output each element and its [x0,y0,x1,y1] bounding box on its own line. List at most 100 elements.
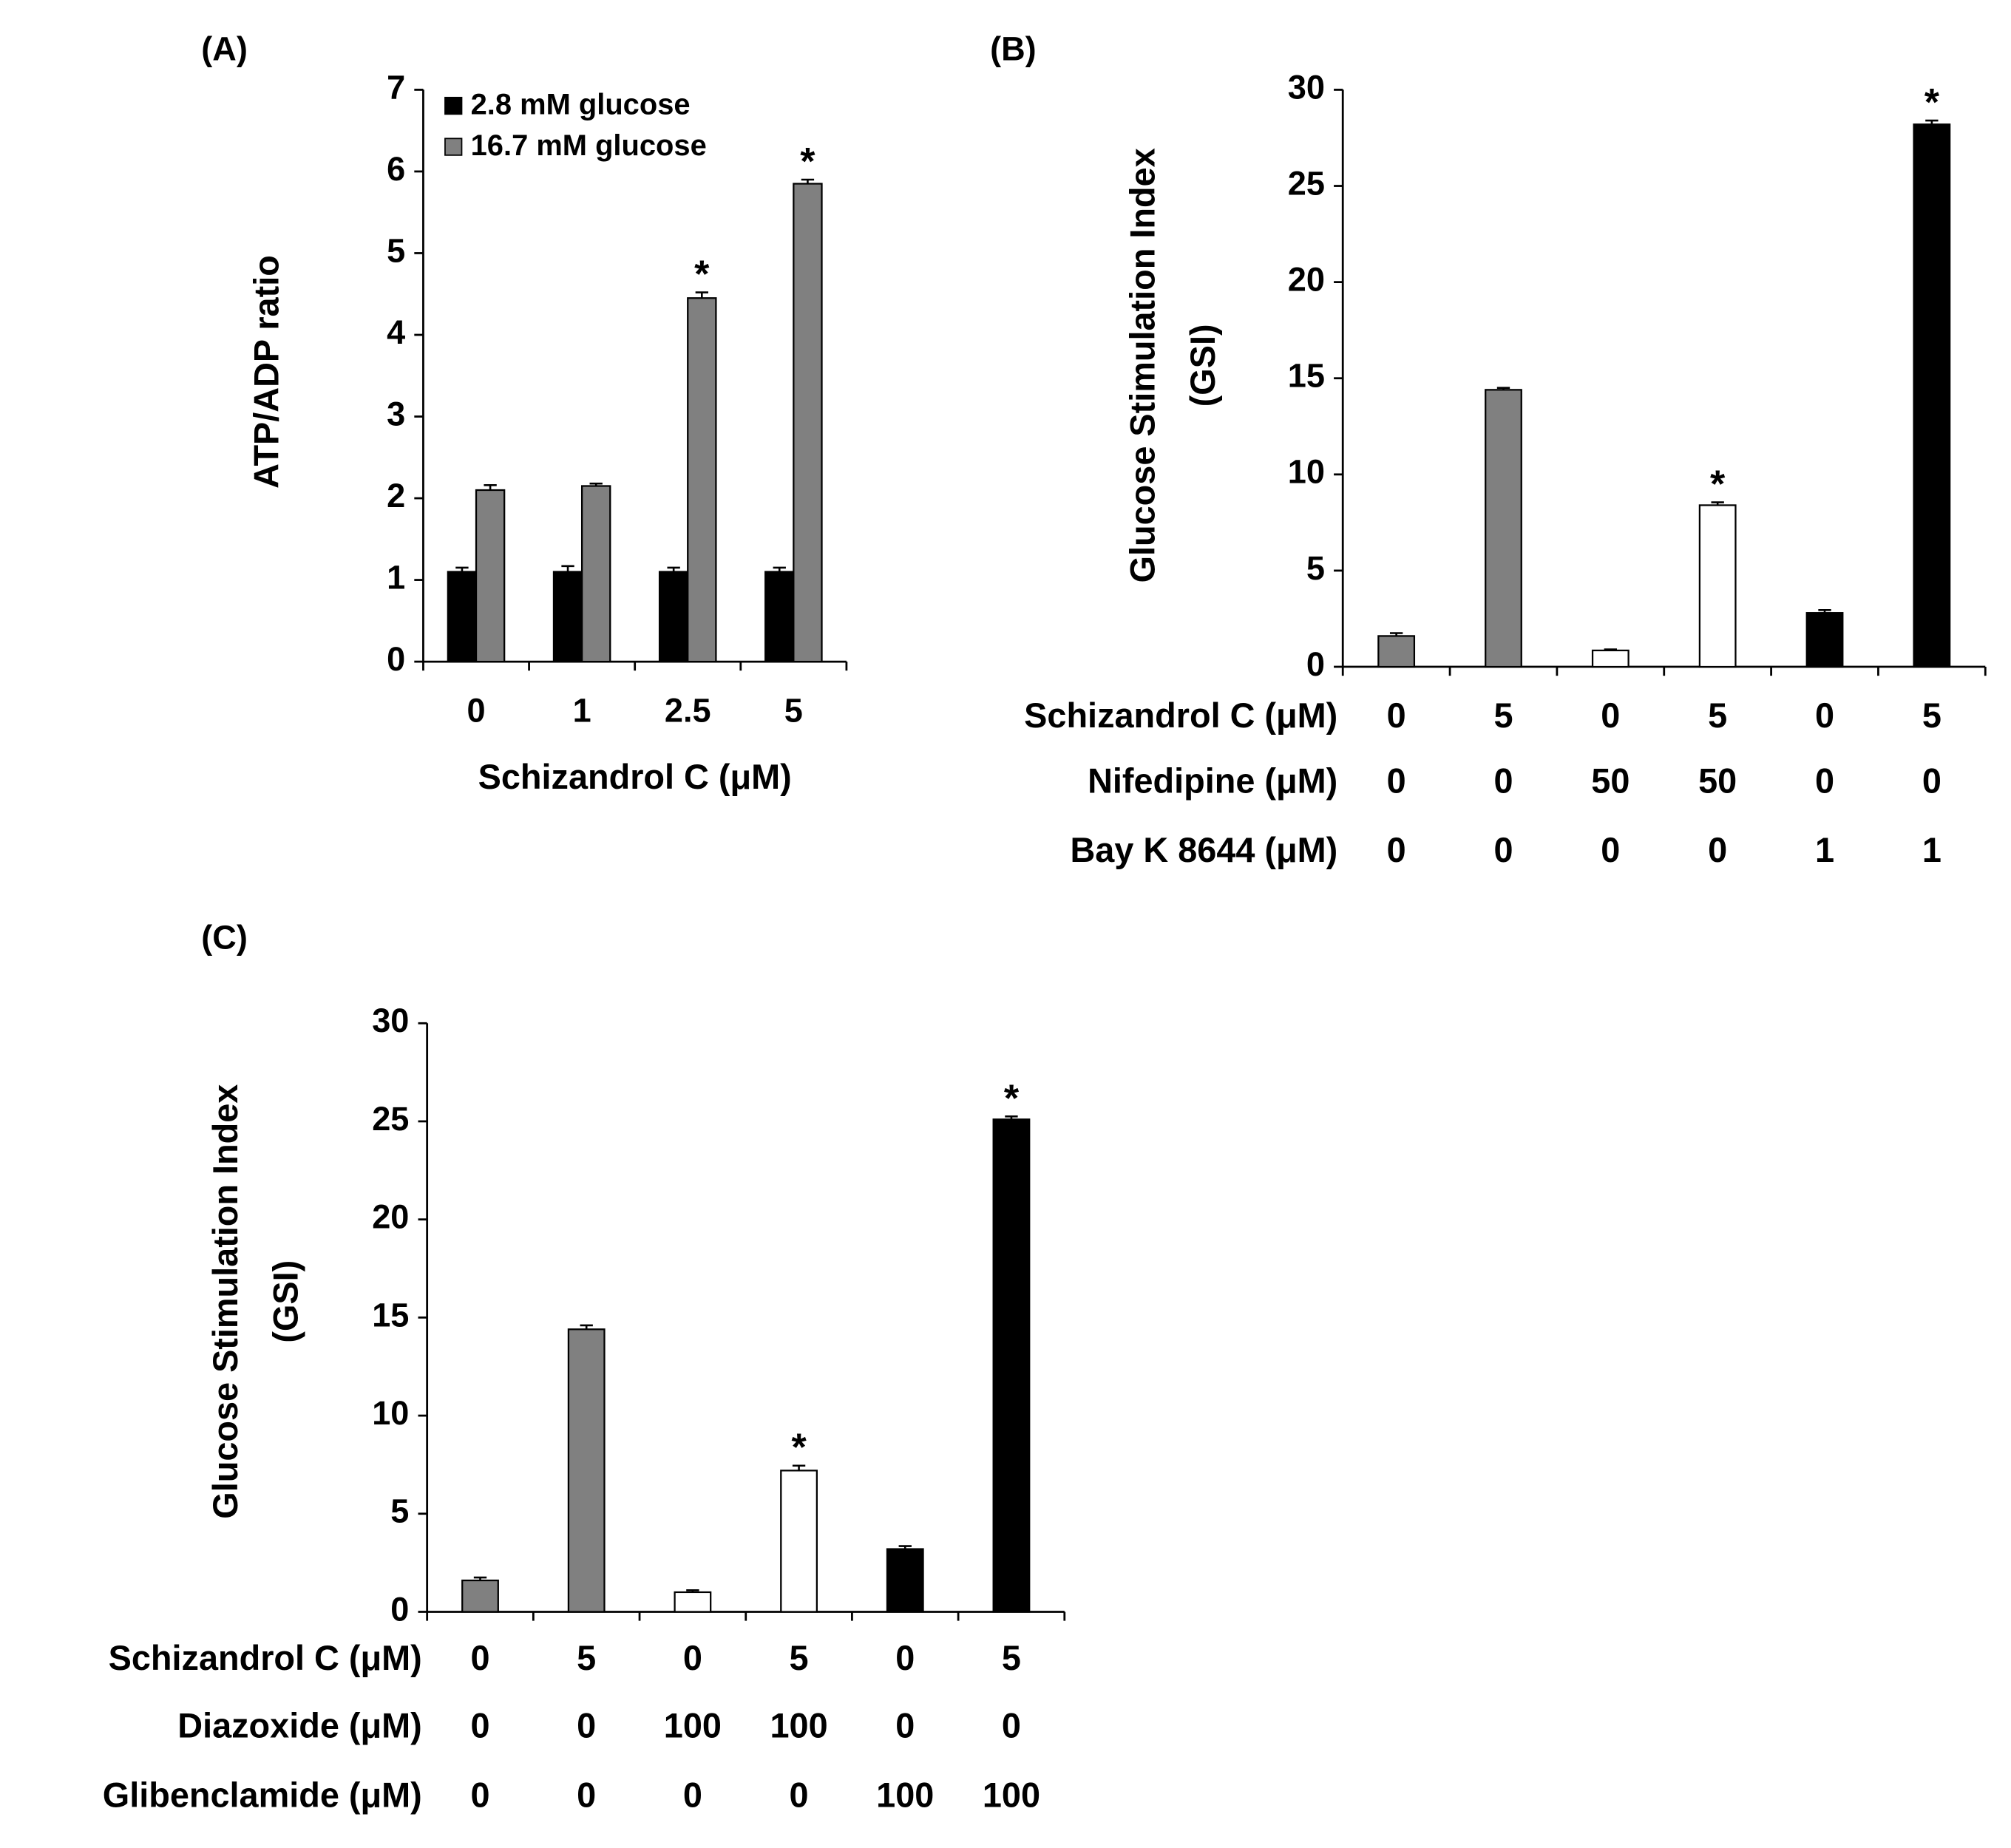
condition-value: 0 [1815,761,1834,800]
panel-label: (B) [990,30,1037,67]
error-bar [1711,501,1724,506]
y-tick-label: 10 [1288,453,1325,491]
condition-label: Schizandrol C (μM) [1024,696,1337,735]
error-bar [686,1589,699,1592]
y-tick-label: 25 [1288,164,1325,202]
y-axis-label: Glucose Stimulation Index [1123,148,1162,582]
error-bar [561,565,574,572]
bar [1698,504,1737,668]
condition-value: 5 [1493,696,1513,735]
bar [552,571,583,663]
condition-value: 100 [983,1776,1040,1814]
condition-label: Glibenclamide (μM) [103,1776,422,1814]
condition-label: Diazoxide (μM) [177,1707,421,1745]
condition-value: 0 [1387,761,1406,800]
error-bar [1818,608,1831,614]
significance-marker: * [1710,463,1726,506]
x-tick-label: 2.5 [665,691,711,729]
y-tick-label: 25 [372,1100,409,1138]
condition-value: 0 [790,1776,809,1814]
bar [447,571,478,663]
error-bar [580,1324,593,1330]
y-tick-label: 1 [387,558,405,596]
significance-marker: * [1004,1077,1020,1120]
error-bar [473,1576,487,1581]
error-bar [589,482,603,486]
condition-value: 5 [790,1639,809,1677]
significance-marker: * [694,253,710,296]
y-axis-label: (GSI) [267,1260,305,1343]
condition-value: 5 [1922,696,1942,735]
condition-value: 0 [1493,761,1513,800]
condition-value: 0 [470,1776,489,1814]
bar [687,297,717,663]
bar [886,1548,924,1613]
condition-value: 1 [1815,831,1834,869]
y-tick-label: 30 [372,1002,409,1039]
x-axis-label: Schizandrol C (μM) [478,758,792,796]
y-axis-label: (GSI) [1184,324,1222,407]
bar [1805,612,1844,668]
y-tick-label: 0 [1306,645,1325,683]
error-bar [1005,1115,1018,1120]
error-bar [1389,632,1403,636]
bar [475,489,506,663]
y-tick-label: 7 [387,68,405,106]
x-tick-label: 1 [573,691,591,729]
y-tick-label: 15 [372,1296,409,1334]
error-bar [1925,119,1939,125]
condition-value: 50 [1591,761,1630,800]
condition-value: 0 [1387,696,1406,735]
bar [461,1579,499,1613]
condition-value: 5 [577,1639,596,1677]
y-axis-label: Glucose Stimulation Index [206,1084,245,1519]
bar [580,485,611,663]
bar [674,1591,712,1613]
y-tick-label: 15 [1288,357,1325,395]
error-bar [455,566,469,572]
bar [780,1470,818,1613]
condition-value: 0 [895,1707,915,1745]
error-bar [801,178,815,184]
condition-value: 0 [1601,696,1620,735]
panel-label: (A) [201,30,248,67]
legend-swatch [444,137,463,156]
significance-marker: * [791,1427,807,1470]
y-tick-label: 5 [387,231,405,269]
error-bar [792,1464,806,1471]
legend-label: 16.7 mM glucose [471,129,707,162]
condition-label: Bay K 8644 (μM) [1070,831,1337,869]
bar [567,1328,606,1613]
condition-value: 0 [1601,831,1620,869]
y-tick-label: 0 [387,640,405,678]
condition-value: 0 [1815,696,1834,735]
error-bar [484,484,497,490]
condition-value: 0 [577,1776,596,1814]
error-bar [773,566,786,572]
x-tick-label: 0 [467,691,485,729]
y-tick-label: 4 [387,313,405,351]
condition-value: 0 [1708,831,1727,869]
condition-value: 0 [1493,831,1513,869]
bar [1377,635,1416,668]
significance-marker: * [1924,81,1940,124]
y-tick-label: 20 [1288,261,1325,299]
condition-value: 5 [1708,696,1727,735]
bar [1591,649,1630,668]
bar [1485,389,1522,668]
legend-swatch [444,96,463,115]
legend-label: 2.8 mM glucose [471,89,691,121]
bar [793,183,823,663]
x-tick-label: 5 [784,691,803,729]
bar [1913,123,1951,668]
condition-value: 0 [1922,761,1942,800]
y-axis-label: ATP/ADP ratio [248,255,286,489]
condition-label: Nifedipine (μM) [1088,761,1337,800]
condition-value: 0 [470,1707,489,1745]
y-tick-label: 10 [372,1394,409,1432]
y-tick-label: 2 [387,477,405,514]
panel-label: (C) [201,918,248,956]
condition-value: 1 [1922,831,1942,869]
